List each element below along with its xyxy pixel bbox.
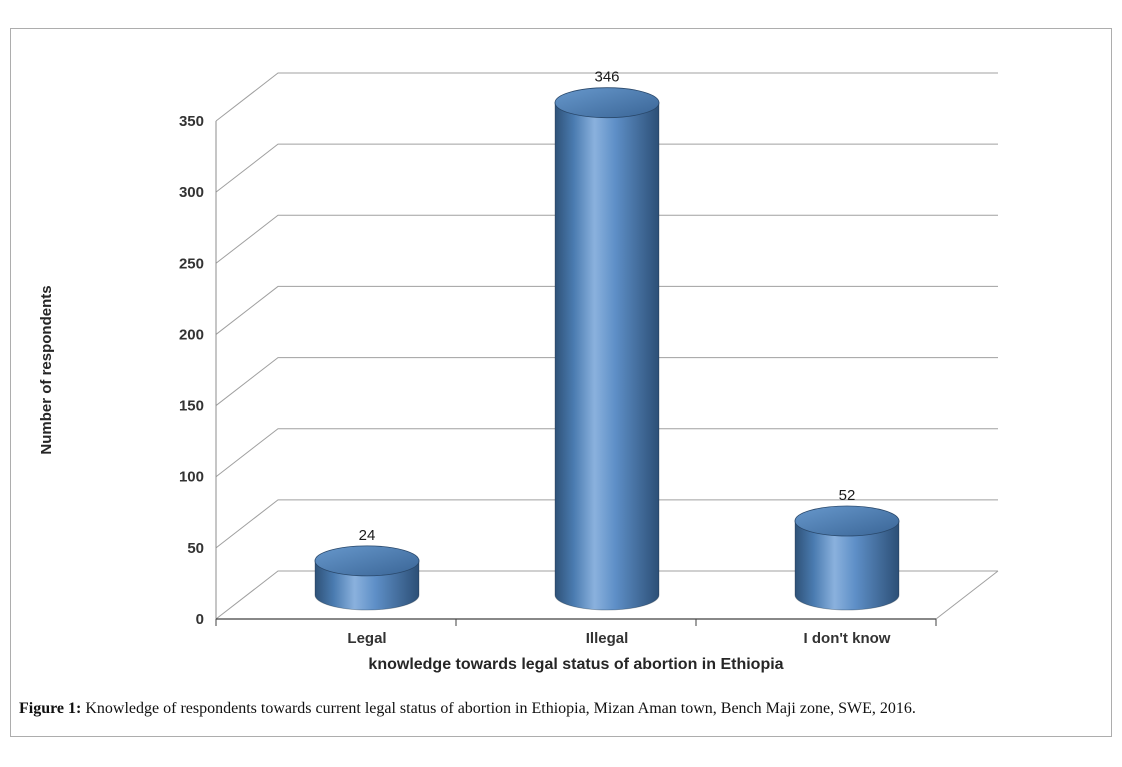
figure-caption-text: Knowledge of respondents towards current… bbox=[81, 700, 916, 717]
bar-cylinder-top bbox=[794, 505, 900, 537]
chart-area: 0 50 100 150 200 250 300 350 24 Legal 346 Illegal 52… bbox=[11, 29, 1111, 689]
y-tick-label: 250 bbox=[179, 255, 204, 272]
bars-layer bbox=[314, 87, 900, 611]
labels-layer: 0 50 100 150 200 250 300 350 24 Legal 346 Illegal 52… bbox=[179, 69, 891, 647]
figure-panel: 0 50 100 150 200 250 300 350 24 Legal 346 Illegal 52… bbox=[10, 28, 1112, 737]
floor-right-edge bbox=[935, 570, 999, 620]
figure-caption-label: Figure 1: bbox=[19, 700, 82, 717]
y-tick-label: 350 bbox=[179, 113, 204, 130]
gridline bbox=[215, 285, 998, 335]
bar-cylinder-top bbox=[314, 545, 420, 577]
x-axis-title: knowledge towards legal status of aborti… bbox=[368, 656, 783, 673]
y-tick-label: 300 bbox=[179, 184, 204, 201]
bar-cylinder-top bbox=[554, 87, 660, 119]
gridline bbox=[215, 72, 998, 122]
bar-cylinder-body bbox=[554, 102, 660, 611]
bar-chart-canvas: 0 50 100 150 200 250 300 350 24 Legal 346 Illegal 52… bbox=[38, 69, 999, 673]
y-tick-label: 200 bbox=[179, 326, 204, 343]
gridline bbox=[215, 143, 998, 193]
y-tick-label: 50 bbox=[187, 540, 204, 557]
category-label: Illegal bbox=[586, 630, 629, 647]
y-tick-label: 100 bbox=[179, 469, 204, 486]
y-tick-label: 0 bbox=[196, 611, 204, 628]
y-tick-label: 150 bbox=[179, 398, 204, 415]
gridline bbox=[215, 570, 998, 620]
gridline bbox=[215, 428, 998, 478]
y-axis-title: Number of respondents bbox=[38, 285, 55, 454]
bar-cylinder-body bbox=[794, 520, 900, 611]
category-label: I don't know bbox=[804, 630, 891, 647]
gridline bbox=[215, 214, 998, 264]
figure-caption: Figure 1: Knowledge of respondents towar… bbox=[11, 689, 1111, 720]
category-label: Legal bbox=[347, 630, 386, 647]
gridline bbox=[215, 499, 998, 549]
bar-data-label: 52 bbox=[839, 487, 856, 504]
axis-layer bbox=[215, 121, 999, 626]
gridlines-layer bbox=[215, 72, 998, 620]
bar-data-label: 24 bbox=[359, 527, 376, 544]
bar-data-label: 346 bbox=[594, 69, 619, 86]
gridline bbox=[215, 357, 998, 406]
